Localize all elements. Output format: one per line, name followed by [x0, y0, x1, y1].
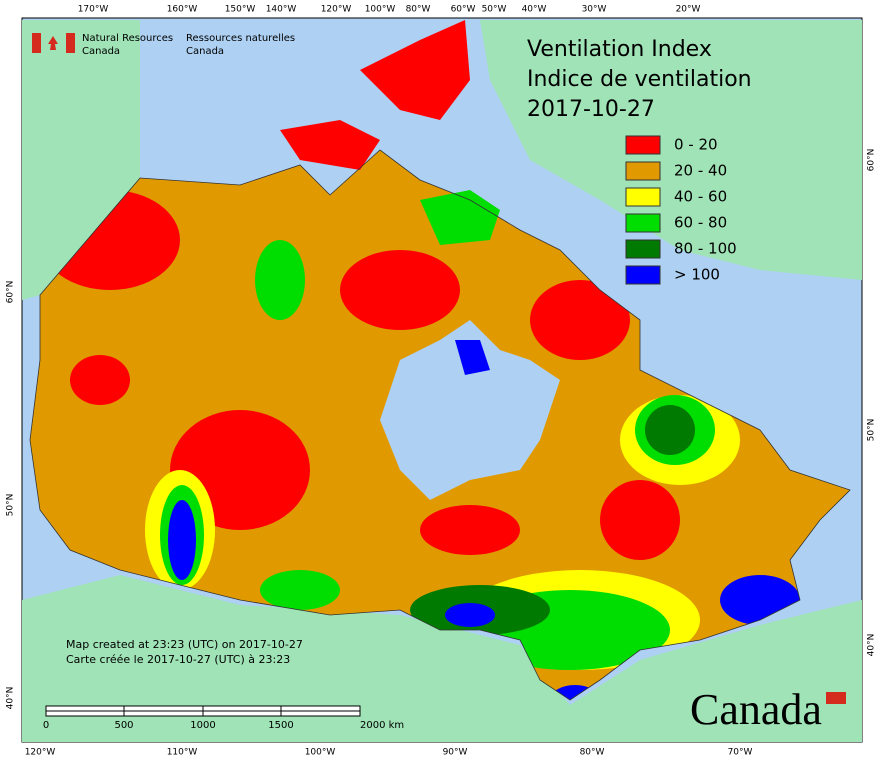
graticule-label: 60°W [451, 5, 476, 15]
legend-swatch [625, 213, 661, 233]
scale-label: 1500 [268, 720, 293, 731]
arctic-island [420, 190, 500, 245]
scale-ticks [46, 706, 360, 716]
graticule-label: 20°W [676, 5, 701, 15]
graticule-label: 80°W [580, 748, 605, 758]
legend-label: > 100 [674, 266, 720, 284]
agency-en: Natural Resources [82, 33, 173, 44]
graticule-label: 90°W [443, 748, 468, 758]
map-title: 2017-10-27 [527, 97, 655, 122]
agency-fr: Ressources naturelles [186, 33, 295, 44]
graticule-label: 50°W [482, 5, 507, 15]
arctic-island [360, 20, 470, 120]
graticule-label: 160°W [167, 5, 198, 15]
arctic-island [280, 120, 380, 170]
graticule-label: 70°W [728, 748, 753, 758]
scale-label: 500 [114, 720, 133, 731]
legend-swatch [625, 239, 661, 259]
graticule-label: 80°W [406, 5, 431, 15]
map-title: Indice de ventilation [527, 67, 752, 92]
credit-line: Carte créée le 2017-10-27 (UTC) à 23:23 [66, 653, 290, 666]
legend-swatch [625, 135, 661, 155]
graticule-label: 60°N [867, 149, 877, 172]
graticule-label: 50°N [6, 494, 16, 517]
scale-label: 1000 [190, 720, 215, 731]
legend-label: 40 - 60 [674, 188, 727, 206]
wordmark: Canada [690, 685, 822, 734]
scale-label: 0 [43, 720, 49, 731]
usa [22, 575, 862, 742]
graticule-label: 120°W [321, 5, 352, 15]
island [455, 340, 490, 375]
legend-label: 20 - 40 [674, 162, 727, 180]
greenland [480, 20, 862, 280]
graticule-label: 110°W [167, 748, 198, 758]
graticule-label: 120°W [25, 748, 56, 758]
graticule-label: 170°W [78, 5, 109, 15]
graticule-label: 40°N [6, 687, 16, 710]
legend-label: 60 - 80 [674, 214, 727, 232]
graticule-label: 100°W [365, 5, 396, 15]
wordmark-flag [826, 692, 846, 704]
graticule-label: 50°N [867, 419, 877, 442]
scale-label: 2000 km [360, 720, 404, 731]
graticule-label: 40°N [867, 634, 877, 657]
hudson-bay [380, 320, 560, 500]
flag-bar [32, 33, 41, 53]
alaska [22, 20, 140, 300]
graticule-label: 40°W [522, 5, 547, 15]
legend-swatch [625, 187, 661, 207]
legend-label: 80 - 100 [674, 240, 737, 258]
flag-bar [66, 33, 75, 53]
agency-fr: Canada [186, 46, 224, 57]
map-title: Ventilation Index [527, 37, 712, 62]
graticule-label: 140°W [266, 5, 297, 15]
credit-line: Map created at 23:23 (UTC) on 2017-10-27 [66, 638, 303, 651]
graticule-label: 150°W [225, 5, 256, 15]
flag-leaf [48, 36, 58, 50]
agency-en: Canada [82, 46, 120, 57]
legend-label: 0 - 20 [674, 136, 718, 154]
graticule-label: 100°W [305, 748, 336, 758]
legend-swatch [625, 161, 661, 181]
graticule-label: 30°W [582, 5, 607, 15]
legend-swatch [625, 265, 661, 285]
graticule-label: 60°N [6, 281, 16, 304]
